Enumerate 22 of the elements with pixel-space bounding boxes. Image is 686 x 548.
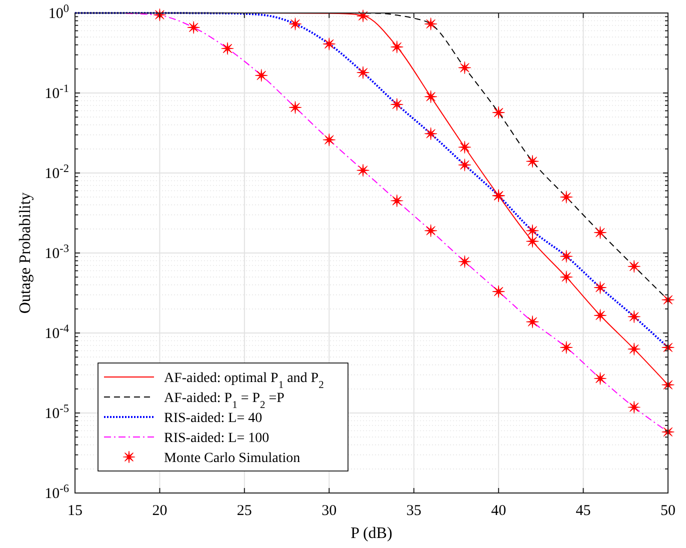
y-tick-label: 10$^{-5}$ <box>44 403 70 422</box>
x-tick-label: 40 <box>491 503 506 519</box>
x-tick-label: 50 <box>660 503 676 519</box>
legend-label: RIS-aided: L= 100 <box>164 431 270 446</box>
y-axis-title: Outage Probability <box>17 192 34 314</box>
x-tick-label: 30 <box>322 503 337 519</box>
y-tick-label: 10$^{-3}$ <box>44 243 70 262</box>
x-tick-label: 25 <box>236 503 252 519</box>
y-tick-label: 10$^{0}$ <box>48 3 70 22</box>
legend-label: Monte Carlo Simulation <box>164 451 300 466</box>
y-tick-label: 10$^{-2}$ <box>44 163 69 182</box>
y-tick-label: 10$^{-1}$ <box>44 83 69 102</box>
y-tick-label: 10$^{-6}$ <box>44 483 70 502</box>
x-tick-label: 45 <box>576 503 591 519</box>
legend-label: AF-aided: optimal P$_{1}$ and P$_{2}$ <box>164 371 324 390</box>
x-axis-title: P (dB) <box>350 525 392 542</box>
y-tick-label: 10$^{-4}$ <box>44 323 70 342</box>
legend-label: RIS-aided: L= 40 <box>164 411 262 426</box>
x-tick-label: 35 <box>406 503 422 519</box>
x-tick-label: 15 <box>68 503 82 519</box>
x-tick-label: 20 <box>152 503 168 519</box>
legend-label: AF-aided: P$_{1}$ = P$_{2}$ =P <box>164 391 285 410</box>
